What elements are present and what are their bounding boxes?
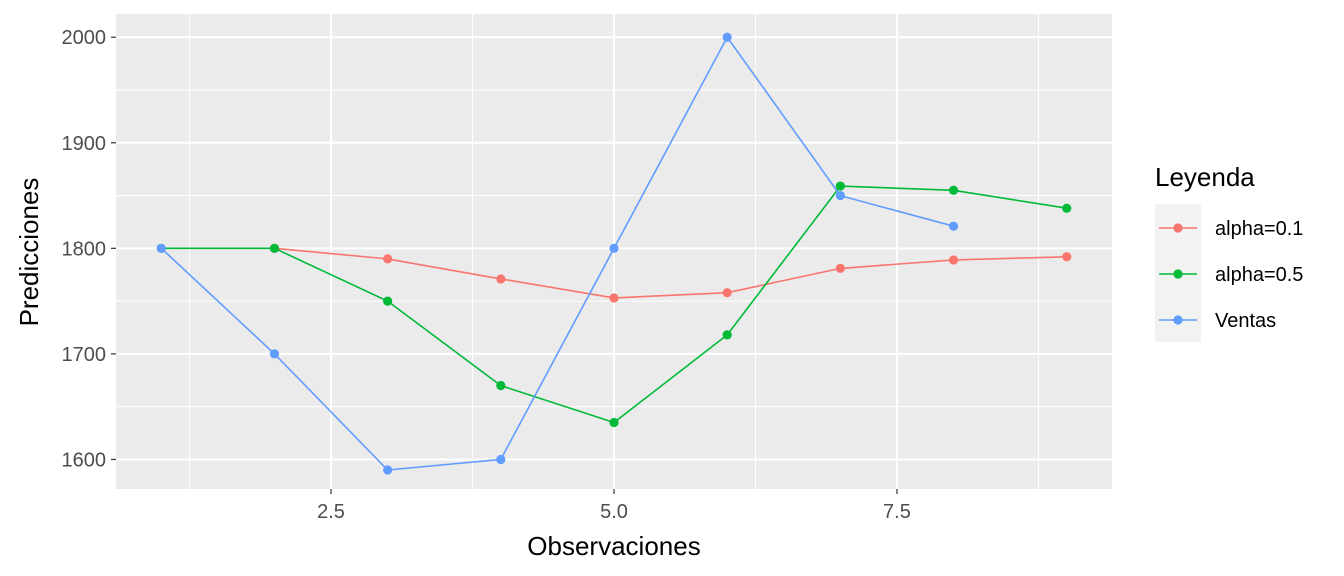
data-point <box>948 185 959 195</box>
legend-key-point <box>1173 315 1183 325</box>
data-point <box>496 274 506 284</box>
series-line <box>274 247 1067 299</box>
data-point <box>383 465 393 475</box>
data-point <box>383 254 393 264</box>
data-point <box>835 181 845 191</box>
series-layer <box>156 32 1072 475</box>
legend: Leyenda alpha=0.1 alpha=0.5 Ventas <box>1155 162 1303 342</box>
data-point <box>609 293 619 303</box>
data-point <box>269 349 280 359</box>
data-point <box>835 190 845 201</box>
data-point <box>1062 252 1072 262</box>
data-point <box>835 263 845 273</box>
data-point <box>269 243 280 253</box>
data-point <box>156 243 166 253</box>
data-point <box>496 380 506 391</box>
y-tick-label: 1600 <box>62 449 107 471</box>
y-axis-title: Predicciones <box>14 178 44 327</box>
data-point <box>1062 203 1072 213</box>
legend-label: alpha=0.1 <box>1215 218 1303 240</box>
y-tick-label: 1700 <box>62 344 107 366</box>
data-point <box>722 330 732 340</box>
x-tick-label: 5.0 <box>600 501 628 523</box>
legend-key-point <box>1173 223 1183 233</box>
x-axis-title: Observaciones <box>527 531 700 561</box>
data-point <box>496 454 506 465</box>
data-point <box>722 32 732 42</box>
data-point <box>609 243 619 253</box>
y-tick-label: 1800 <box>62 238 107 260</box>
data-point <box>609 417 619 428</box>
y-tick-label: 2000 <box>62 27 107 49</box>
legend-items: alpha=0.1 alpha=0.5 Ventas <box>1159 218 1303 332</box>
data-point <box>383 296 393 306</box>
x-tick-label: 2.5 <box>317 501 345 523</box>
data-point <box>948 255 959 265</box>
legend-title: Leyenda <box>1155 162 1255 192</box>
series-line <box>160 36 954 471</box>
legend-label: alpha=0.5 <box>1215 264 1303 286</box>
legend-label: Ventas <box>1215 310 1276 332</box>
legend-key-point <box>1173 269 1183 279</box>
y-axis: 1600 1700 1800 1900 2000 <box>62 27 116 471</box>
data-point <box>722 288 732 298</box>
y-tick-label: 1900 <box>62 133 107 155</box>
x-axis: 2.5 5.0 7.5 <box>317 489 911 523</box>
data-point <box>948 221 959 231</box>
x-tick-label: 7.5 <box>883 501 911 523</box>
